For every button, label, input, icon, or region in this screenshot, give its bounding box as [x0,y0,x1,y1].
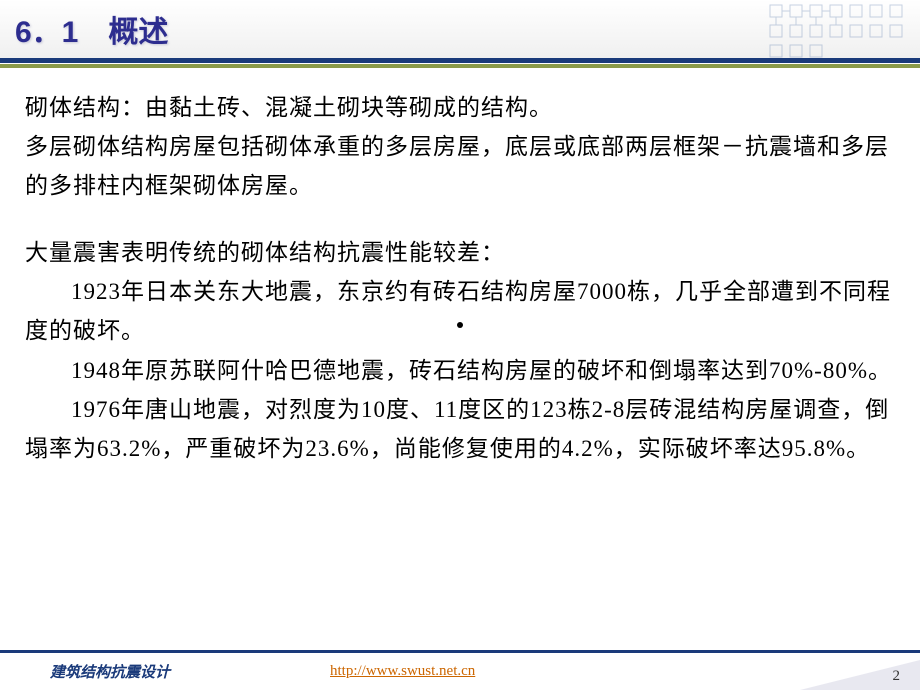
slide-content: 砌体结构：由黏土砖、混凝土砌块等砌成的结构。 多层砌体结构房屋包括砌体承重的多层… [0,68,920,468]
paragraph-1: 砌体结构：由黏土砖、混凝土砌块等砌成的结构。 [25,88,895,127]
paragraph-2: 多层砌体结构房屋包括砌体承重的多层房屋，底层或底部两层框架－抗震墙和多层的多排柱… [25,127,895,205]
footer-content: 建筑结构抗震设计 http://www.swust.net.cn 2 [0,653,920,690]
paragraph-4: 1923年日本关东大地震，东京约有砖石结构房屋7000栋，几乎全部遭到不同程度的… [25,272,895,350]
paragraph-6: 1976年唐山地震，对烈度为10度、11度区的123栋2-8层砖混结构房屋调查，… [25,390,895,468]
section-title: 6．1 概述 [15,7,168,51]
slide-footer: 建筑结构抗震设计 http://www.swust.net.cn 2 [0,650,920,690]
footer-corner-decoration [800,660,920,690]
circuit-decoration [760,0,920,58]
divider-blue [0,58,920,63]
page-number: 2 [893,668,901,685]
paragraph-3: 大量震害表明传统的砌体结构抗震性能较差： [25,233,895,272]
footer-url-link[interactable]: http://www.swust.net.cn [330,663,475,680]
footer-course-name: 建筑结构抗震设计 [50,661,170,682]
bullet-marker [457,322,463,328]
paragraph-5: 1948年原苏联阿什哈巴德地震，砖石结构房屋的破坏和倒塌率达到70%-80%。 [25,351,895,390]
slide-header: 6．1 概述 [0,0,920,58]
spacer [25,205,895,233]
